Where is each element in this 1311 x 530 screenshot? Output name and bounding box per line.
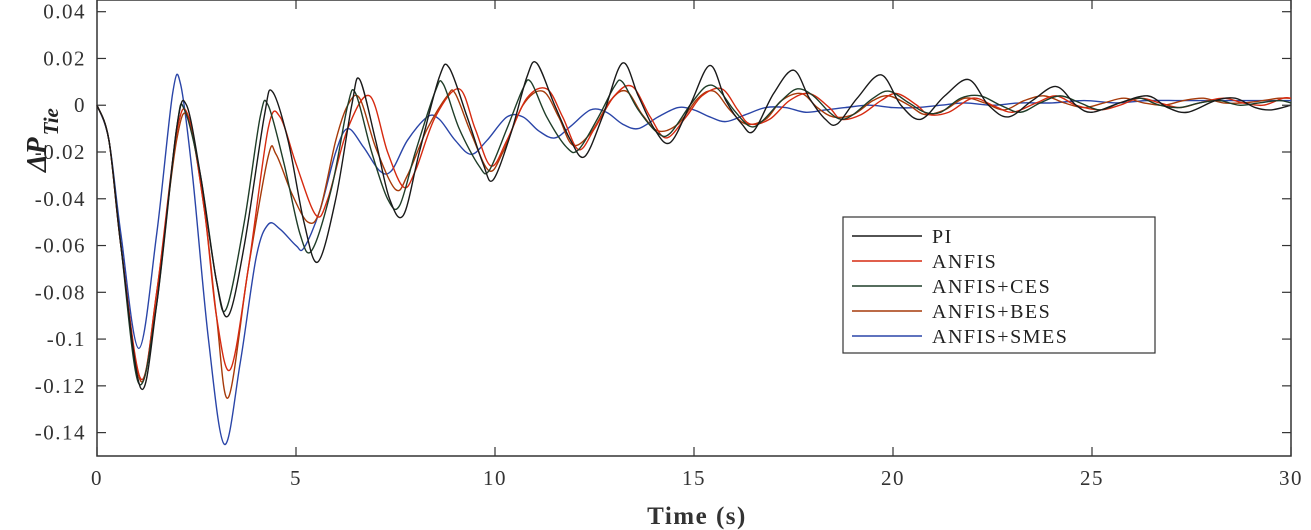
series-line-anfis-smes xyxy=(96,73,1291,446)
y-tick-label: -0.14 xyxy=(35,421,86,445)
x-tick-label: 25 xyxy=(1080,466,1104,490)
legend-label-pi: PI xyxy=(932,226,953,248)
x-tick-label: 30 xyxy=(1279,466,1303,490)
legend-label-anfis-smes: ANFIS+SMES xyxy=(932,326,1068,348)
x-tick-label: 15 xyxy=(682,466,706,490)
legend-box xyxy=(842,216,1156,354)
y-tick-label: -0.1 xyxy=(47,327,86,351)
y-axis-ticks: 0.04 0.02 0 -0.02 -0.04 -0.06 -0.08 -0.1 -0.12 -0… xyxy=(35,0,1291,445)
series-line-anfis xyxy=(96,84,1292,381)
y-axis-label: ΔPTie xyxy=(22,108,63,173)
series-layer xyxy=(96,61,1292,446)
y-axis-label-subscript: Tie xyxy=(39,108,63,135)
y-tick-label: -0.12 xyxy=(35,374,86,398)
series-line-anfis-ces xyxy=(96,79,1292,386)
x-tick-label: 20 xyxy=(881,466,905,490)
legend-label-anfis-ces: ANFIS+CES xyxy=(932,276,1051,298)
legend-label-anfis: ANFIS xyxy=(932,251,997,273)
x-axis-ticks: 0 5 10 15 20 25 30 xyxy=(91,0,1303,490)
y-tick-label: -0.02 xyxy=(35,140,86,164)
x-tick-label: 5 xyxy=(290,466,302,490)
x-axis-label: Time (s) xyxy=(647,503,747,530)
y-tick-label: 0 xyxy=(74,93,86,117)
x-tick-label: 0 xyxy=(91,466,103,490)
series-line-pi xyxy=(96,61,1292,391)
y-axis-label-main: ΔP xyxy=(22,136,53,173)
legend: PI ANFIS ANFIS+CES ANFIS+BES ANFIS+SMES xyxy=(842,216,1156,354)
y-tick-label: 0.02 xyxy=(43,46,86,70)
legend-items: PI ANFIS ANFIS+CES ANFIS+BES ANFIS+SMES xyxy=(852,226,1068,348)
y-tick-label: -0.06 xyxy=(35,234,86,258)
x-tick-label: 10 xyxy=(483,466,507,490)
y-tick-label: -0.08 xyxy=(35,280,86,304)
legend-label-anfis-bes: ANFIS+BES xyxy=(932,301,1051,323)
y-tick-label: 0.04 xyxy=(43,0,86,24)
y-tick-label: -0.04 xyxy=(35,187,86,211)
